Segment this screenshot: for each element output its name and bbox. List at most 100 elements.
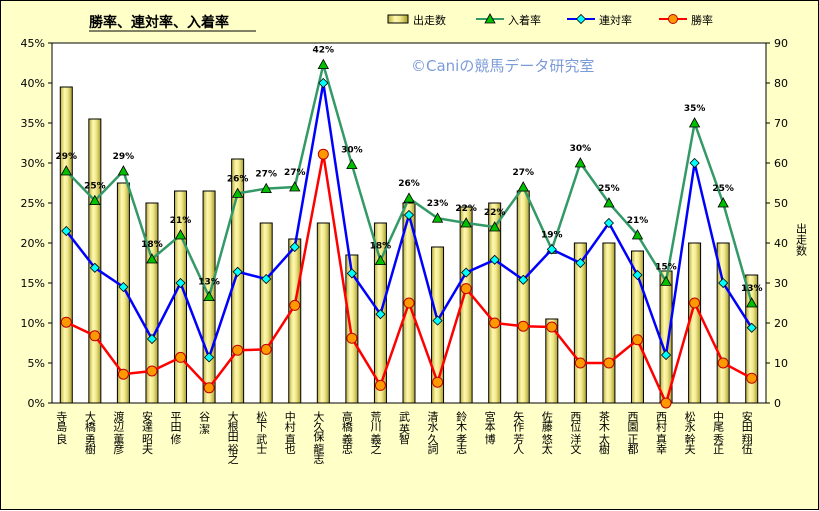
x-tick-label: 鈴木 孝志 — [455, 410, 468, 454]
point-入着率 — [746, 297, 758, 308]
legend-swatch-勝率-marker — [668, 14, 678, 24]
bar-出走数 — [545, 318, 559, 404]
legend-label: 勝率 — [691, 13, 713, 27]
x-tick-label: 中尾 秀正 — [712, 411, 725, 454]
point-勝率 — [260, 343, 272, 355]
point-勝率 — [489, 317, 501, 329]
point-連対率 — [546, 244, 557, 255]
point-連対率 — [289, 241, 300, 253]
point-連対率 — [175, 277, 186, 289]
x-tick-label: 安達 昭夫 — [140, 410, 153, 455]
bar-出走数 — [630, 250, 644, 404]
x-tick-label: 茶木 太樹 — [597, 411, 610, 455]
bar-出走数 — [745, 274, 759, 404]
data-label-入着率: 27% — [284, 168, 306, 178]
bar-出走数 — [602, 242, 616, 404]
watermark-text: ©Caniの競馬データ研究室 — [411, 57, 594, 75]
data-label-入着率: 26% — [398, 179, 420, 189]
bar-出走数 — [516, 190, 530, 404]
y-tick-label: 40% — [21, 77, 45, 90]
point-入着率 — [431, 212, 444, 223]
y-tick-label: 0% — [28, 397, 45, 410]
x-tick-label: 松下 武士 — [255, 410, 268, 454]
point-勝率 — [574, 357, 586, 369]
data-label-入着率: 23% — [427, 199, 449, 209]
point-勝率 — [146, 365, 158, 377]
data-label-入着率: 15% — [655, 262, 677, 272]
point-入着率 — [403, 192, 415, 203]
point-入着率 — [146, 253, 158, 264]
y2-tick-label: 40 — [774, 237, 788, 250]
point-入着率 — [89, 194, 101, 206]
point-勝率 — [89, 330, 101, 342]
y2-tick-label: 20 — [774, 317, 788, 330]
legend-swatch-入着率-marker — [484, 13, 496, 24]
y2-tick-label: 30 — [774, 277, 788, 290]
point-入着率 — [660, 275, 672, 286]
x-tick-label: 安田 翔伍 — [740, 410, 753, 455]
point-連対率 — [489, 254, 500, 265]
bar-出走数 — [116, 182, 130, 404]
data-label-入着率: 21% — [627, 216, 649, 226]
y-tick-label: 30% — [21, 157, 45, 170]
bar-出走数 — [488, 202, 502, 404]
x-tick-label: 寺島 良 — [55, 411, 68, 445]
point-連対率 — [746, 322, 757, 333]
point-入着率 — [688, 117, 701, 128]
y-tick-label: 35% — [21, 117, 45, 130]
bar-出走数 — [59, 86, 73, 404]
point-勝率 — [689, 297, 701, 309]
point-連対率 — [146, 333, 158, 345]
point-勝率 — [432, 376, 444, 388]
x-tick-label: 大橋 勇樹 — [83, 410, 96, 455]
bar-出走数 — [659, 270, 673, 404]
point-勝率 — [603, 357, 615, 369]
legend-label: 入着率 — [508, 13, 541, 27]
data-label-入着率: 35% — [684, 104, 706, 114]
bar-出走数 — [316, 222, 330, 404]
point-入着率 — [231, 187, 244, 198]
point-勝率 — [117, 368, 129, 380]
data-label-入着率: 19% — [541, 230, 563, 240]
point-連対率 — [660, 349, 672, 361]
data-label-入着率: 25% — [598, 184, 620, 194]
point-入着率 — [174, 229, 187, 240]
y-tick-label: 25% — [21, 197, 45, 210]
point-勝率 — [317, 148, 329, 160]
y2-tick-label: 80 — [774, 77, 788, 90]
point-連対率 — [89, 262, 100, 273]
y2-tick-label: 10 — [774, 357, 788, 370]
x-tick-label: 西園 正都 — [626, 411, 639, 454]
point-勝率 — [289, 299, 301, 311]
point-入着率 — [603, 197, 615, 208]
y-tick-label: 5% — [28, 357, 45, 370]
data-label-入着率: 25% — [84, 182, 106, 192]
point-連対率 — [432, 315, 443, 326]
point-連対率 — [689, 157, 700, 169]
data-label-入着率: 13% — [198, 278, 220, 288]
data-label-入着率: 22% — [455, 204, 477, 214]
data-label-入着率: 21% — [170, 216, 192, 226]
point-連対率 — [318, 77, 329, 89]
point-連対率 — [118, 281, 129, 293]
y2-tick-label: 0 — [774, 397, 781, 410]
data-label-入着率: 25% — [712, 184, 734, 194]
y2-tick-label: 50 — [774, 197, 788, 210]
data-label-入着率: 30% — [570, 144, 592, 154]
y-tick-label: 15% — [21, 277, 45, 290]
point-連対率 — [403, 209, 415, 221]
data-label-入着率: 27% — [512, 168, 534, 178]
point-勝率 — [660, 397, 672, 409]
x-tick-label: 大根田 裕之 — [226, 410, 239, 464]
y-tick-label: 10% — [21, 317, 45, 330]
x-tick-label: 西村 真幸 — [655, 411, 668, 455]
point-入着率 — [317, 58, 329, 69]
point-勝率 — [403, 297, 415, 309]
point-入着率 — [60, 165, 72, 176]
point-連対率 — [575, 257, 586, 269]
bar-出走数 — [688, 242, 702, 404]
point-連対率 — [518, 274, 529, 285]
point-連対率 — [461, 267, 472, 278]
